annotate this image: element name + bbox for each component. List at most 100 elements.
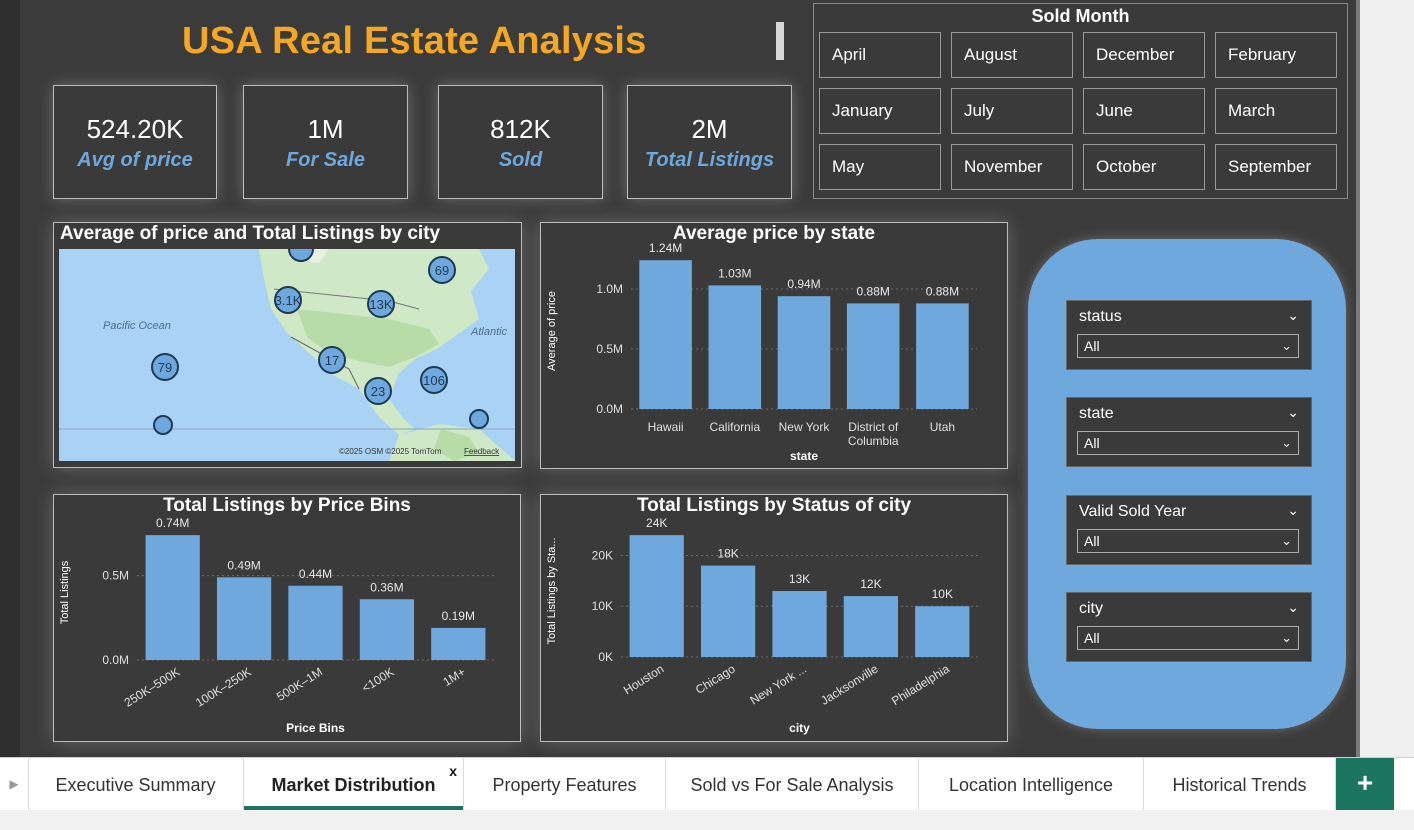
y-tick-label: 0.0M (102, 653, 129, 667)
month-button-may[interactable]: May (819, 144, 941, 190)
data-label: 1.03M (718, 266, 751, 280)
data-label: 0.36M (370, 580, 403, 594)
map-bubble[interactable] (367, 290, 395, 318)
chevron-down-icon[interactable]: ⌄ (1287, 404, 1299, 420)
bar[interactable] (772, 591, 827, 657)
x-tick-label: Jacksonville (818, 662, 881, 708)
bar[interactable] (629, 535, 684, 657)
status-strip (0, 810, 1414, 830)
bar[interactable] (915, 606, 970, 657)
month-button-october[interactable]: October (1083, 144, 1205, 190)
map-bubble[interactable] (153, 415, 173, 435)
month-button-september[interactable]: September (1215, 144, 1337, 190)
month-button-march[interactable]: March (1215, 88, 1337, 134)
kpi-card-sold[interactable]: 812K Sold (438, 85, 603, 199)
tab-scroll-left-icon[interactable]: ▶ (0, 758, 29, 810)
status-dropdown[interactable]: All ⌄ (1077, 334, 1299, 358)
month-button-december[interactable]: December (1083, 32, 1205, 78)
kpi-value: 1M (307, 114, 344, 144)
x-axis-label: Price Bins (286, 721, 345, 735)
chevron-down-icon[interactable]: ⌄ (1287, 502, 1299, 518)
map-bubble[interactable] (151, 353, 179, 381)
tab-location-intelligence[interactable]: Location Intelligence (919, 758, 1144, 810)
bar[interactable] (359, 599, 415, 660)
add-page-button[interactable]: + (1336, 758, 1394, 810)
x-tick-label: New York (779, 420, 831, 434)
tab-label: Historical Trends (1172, 775, 1307, 795)
map-bubble[interactable] (288, 249, 314, 262)
data-label: 0.88M (926, 284, 959, 298)
bubble-label: 13K (369, 297, 392, 312)
tab-label: Property Features (492, 775, 637, 795)
sold-month-slicer: Sold Month April August December Februar… (813, 3, 1348, 199)
ocean-label-atlantic: Atlantic (470, 326, 508, 338)
month-button-february[interactable]: February (1215, 32, 1337, 78)
title-divider (776, 22, 784, 60)
y-axis-label: Total Listings (59, 560, 71, 624)
bubble-label: 79 (158, 360, 172, 375)
x-tick-label: 100K–250K (193, 665, 254, 710)
x-tick-label: District of (848, 420, 899, 434)
canvas-right-margin (1360, 0, 1414, 757)
kpi-label: For Sale (286, 149, 365, 171)
month-button-july[interactable]: July (951, 88, 1073, 134)
map-visual[interactable]: Pacific Ocean Atlantic 69 3.1K 13K 17 (59, 249, 515, 461)
listings-by-price-bins-panel: Total Listings by Price Bins 0.0M 0.5M 0.7… (53, 494, 521, 742)
chevron-down-icon[interactable]: ⌄ (1287, 599, 1299, 615)
tab-executive-summary[interactable]: Executive Summary (28, 758, 244, 810)
map-bubble[interactable] (274, 286, 302, 314)
kpi-card-avg-price[interactable]: 524.20K Avg of price (53, 85, 217, 199)
month-button-january[interactable]: January (819, 88, 941, 134)
tab-historical-trends[interactable]: Historical Trends (1144, 758, 1336, 810)
state-dropdown[interactable]: All ⌄ (1077, 431, 1299, 455)
x-tick-label: Houston (621, 662, 666, 698)
valid-sold-year-dropdown[interactable]: All ⌄ (1077, 529, 1299, 553)
filter-label: state (1079, 405, 1114, 422)
bar[interactable] (843, 596, 899, 657)
map-bubble[interactable] (364, 377, 392, 405)
y-axis-label: Total Listings by Sta... (546, 538, 558, 645)
dropdown-value: All (1084, 338, 1100, 354)
tab-market-distribution[interactable]: Market Distribution x (244, 758, 464, 810)
map-attribution: ©2025 OSM ©2025 TomTom (339, 447, 442, 456)
bar[interactable] (216, 577, 272, 660)
map-bubble[interactable] (428, 256, 456, 284)
filter-state: state ⌄ All ⌄ (1066, 397, 1312, 467)
tab-label: Location Intelligence (948, 775, 1114, 795)
tab-sold-vs-for-sale[interactable]: Sold vs For Sale Analysis (666, 758, 919, 810)
month-button-june[interactable]: June (1083, 88, 1205, 134)
data-label: 0.94M (787, 277, 820, 291)
bar[interactable] (639, 260, 692, 409)
map-bubble[interactable] (469, 409, 489, 429)
kpi-value: 524.20K (86, 114, 184, 144)
bar[interactable] (700, 565, 756, 657)
bar[interactable] (288, 585, 343, 660)
bar[interactable] (777, 296, 831, 409)
map-bubble[interactable] (318, 346, 346, 374)
x-axis-label: city (789, 721, 810, 735)
bar[interactable] (145, 535, 200, 660)
tab-property-features[interactable]: Property Features (464, 758, 666, 810)
kpi-card-total-listings[interactable]: 2M Total Listings (627, 85, 792, 199)
filter-valid-sold-year: Valid Sold Year ⌄ All ⌄ (1066, 495, 1312, 565)
month-button-april[interactable]: April (819, 32, 941, 78)
kpi-card-for-sale[interactable]: 1M For Sale (243, 85, 408, 199)
data-label: 0.49M (227, 558, 260, 572)
bar[interactable] (846, 303, 900, 409)
bar[interactable] (708, 285, 762, 409)
y-tick-label: 0.0M (596, 402, 623, 416)
bar[interactable] (916, 303, 969, 409)
month-button-august[interactable]: August (951, 32, 1073, 78)
x-tick-label: 500K–1M (274, 665, 325, 704)
map-feedback-link[interactable]: Feedback (464, 447, 500, 456)
chevron-down-icon: ⌄ (1281, 435, 1292, 450)
chevron-down-icon[interactable]: ⌄ (1287, 307, 1299, 323)
filter-status: status ⌄ All ⌄ (1066, 300, 1312, 370)
month-button-november[interactable]: November (951, 144, 1073, 190)
bar[interactable] (431, 627, 486, 660)
tab-label: Executive Summary (55, 775, 216, 795)
city-dropdown[interactable]: All ⌄ (1077, 626, 1299, 650)
map-bubble[interactable] (420, 366, 448, 394)
bubble-label: 23 (371, 384, 385, 399)
close-icon[interactable]: x (449, 763, 457, 779)
